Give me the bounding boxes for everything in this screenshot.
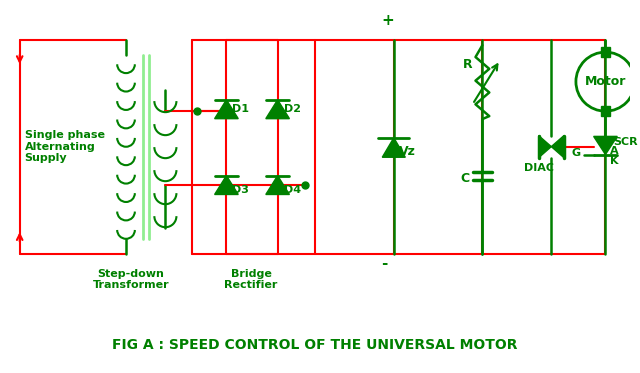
Polygon shape — [382, 138, 405, 157]
Text: +: + — [381, 13, 394, 28]
Polygon shape — [551, 136, 564, 158]
Text: K: K — [611, 156, 619, 166]
Polygon shape — [266, 100, 289, 119]
Text: D2: D2 — [284, 104, 301, 114]
Text: R: R — [463, 59, 472, 71]
Text: Single phase
Alternating
Supply: Single phase Alternating Supply — [24, 130, 104, 163]
Polygon shape — [266, 176, 289, 194]
Polygon shape — [600, 47, 611, 57]
Text: D3: D3 — [232, 185, 249, 195]
Polygon shape — [600, 106, 611, 116]
Polygon shape — [214, 176, 238, 194]
Text: C: C — [461, 172, 470, 185]
Polygon shape — [594, 137, 617, 154]
Text: D4: D4 — [284, 185, 301, 195]
Text: Bridge
Rectifier: Bridge Rectifier — [225, 269, 278, 290]
Text: G: G — [572, 148, 581, 157]
Polygon shape — [214, 100, 238, 119]
Text: D1: D1 — [232, 104, 250, 114]
Text: Motor: Motor — [585, 75, 626, 88]
Text: A: A — [611, 146, 619, 156]
Polygon shape — [539, 136, 551, 158]
Text: SCR: SCR — [613, 137, 638, 147]
Text: DIAC: DIAC — [524, 163, 554, 173]
Text: Vz: Vz — [399, 145, 415, 158]
Text: Step-down
Transformer: Step-down Transformer — [93, 269, 169, 290]
Text: FIG A : SPEED CONTROL OF THE UNIVERSAL MOTOR: FIG A : SPEED CONTROL OF THE UNIVERSAL M… — [112, 338, 518, 352]
Text: -: - — [381, 256, 387, 271]
